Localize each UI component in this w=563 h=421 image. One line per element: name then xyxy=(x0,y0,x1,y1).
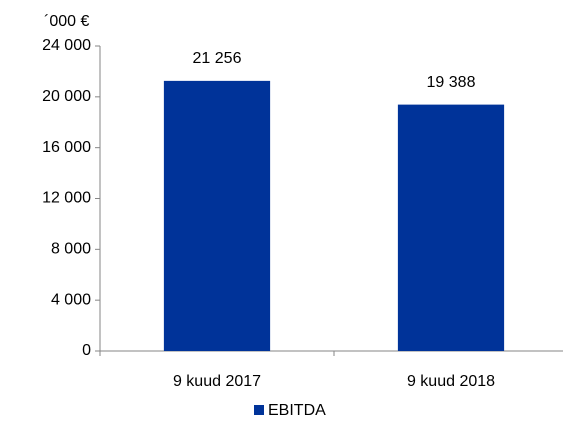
bar xyxy=(163,80,271,351)
legend-label: EBITDA xyxy=(268,402,326,419)
y-tick-label: 12 000 xyxy=(42,190,91,207)
value-label: 19 388 xyxy=(427,74,476,91)
y-tick-label: 0 xyxy=(82,342,91,359)
bar xyxy=(397,104,505,351)
y-tick-label: 24 000 xyxy=(42,37,91,54)
y-tick-label: 4 000 xyxy=(51,291,91,308)
x-tick-label: 9 kuud 2018 xyxy=(407,373,495,390)
y-tick-label: 16 000 xyxy=(42,139,91,156)
value-label: 21 256 xyxy=(193,50,242,67)
y-tick-label: 8 000 xyxy=(51,241,91,258)
legend-swatch xyxy=(254,405,264,415)
y-tick-label: 20 000 xyxy=(42,88,91,105)
y-axis-label: ´000 € xyxy=(44,13,89,30)
x-tick-label: 9 kuud 2017 xyxy=(173,373,261,390)
